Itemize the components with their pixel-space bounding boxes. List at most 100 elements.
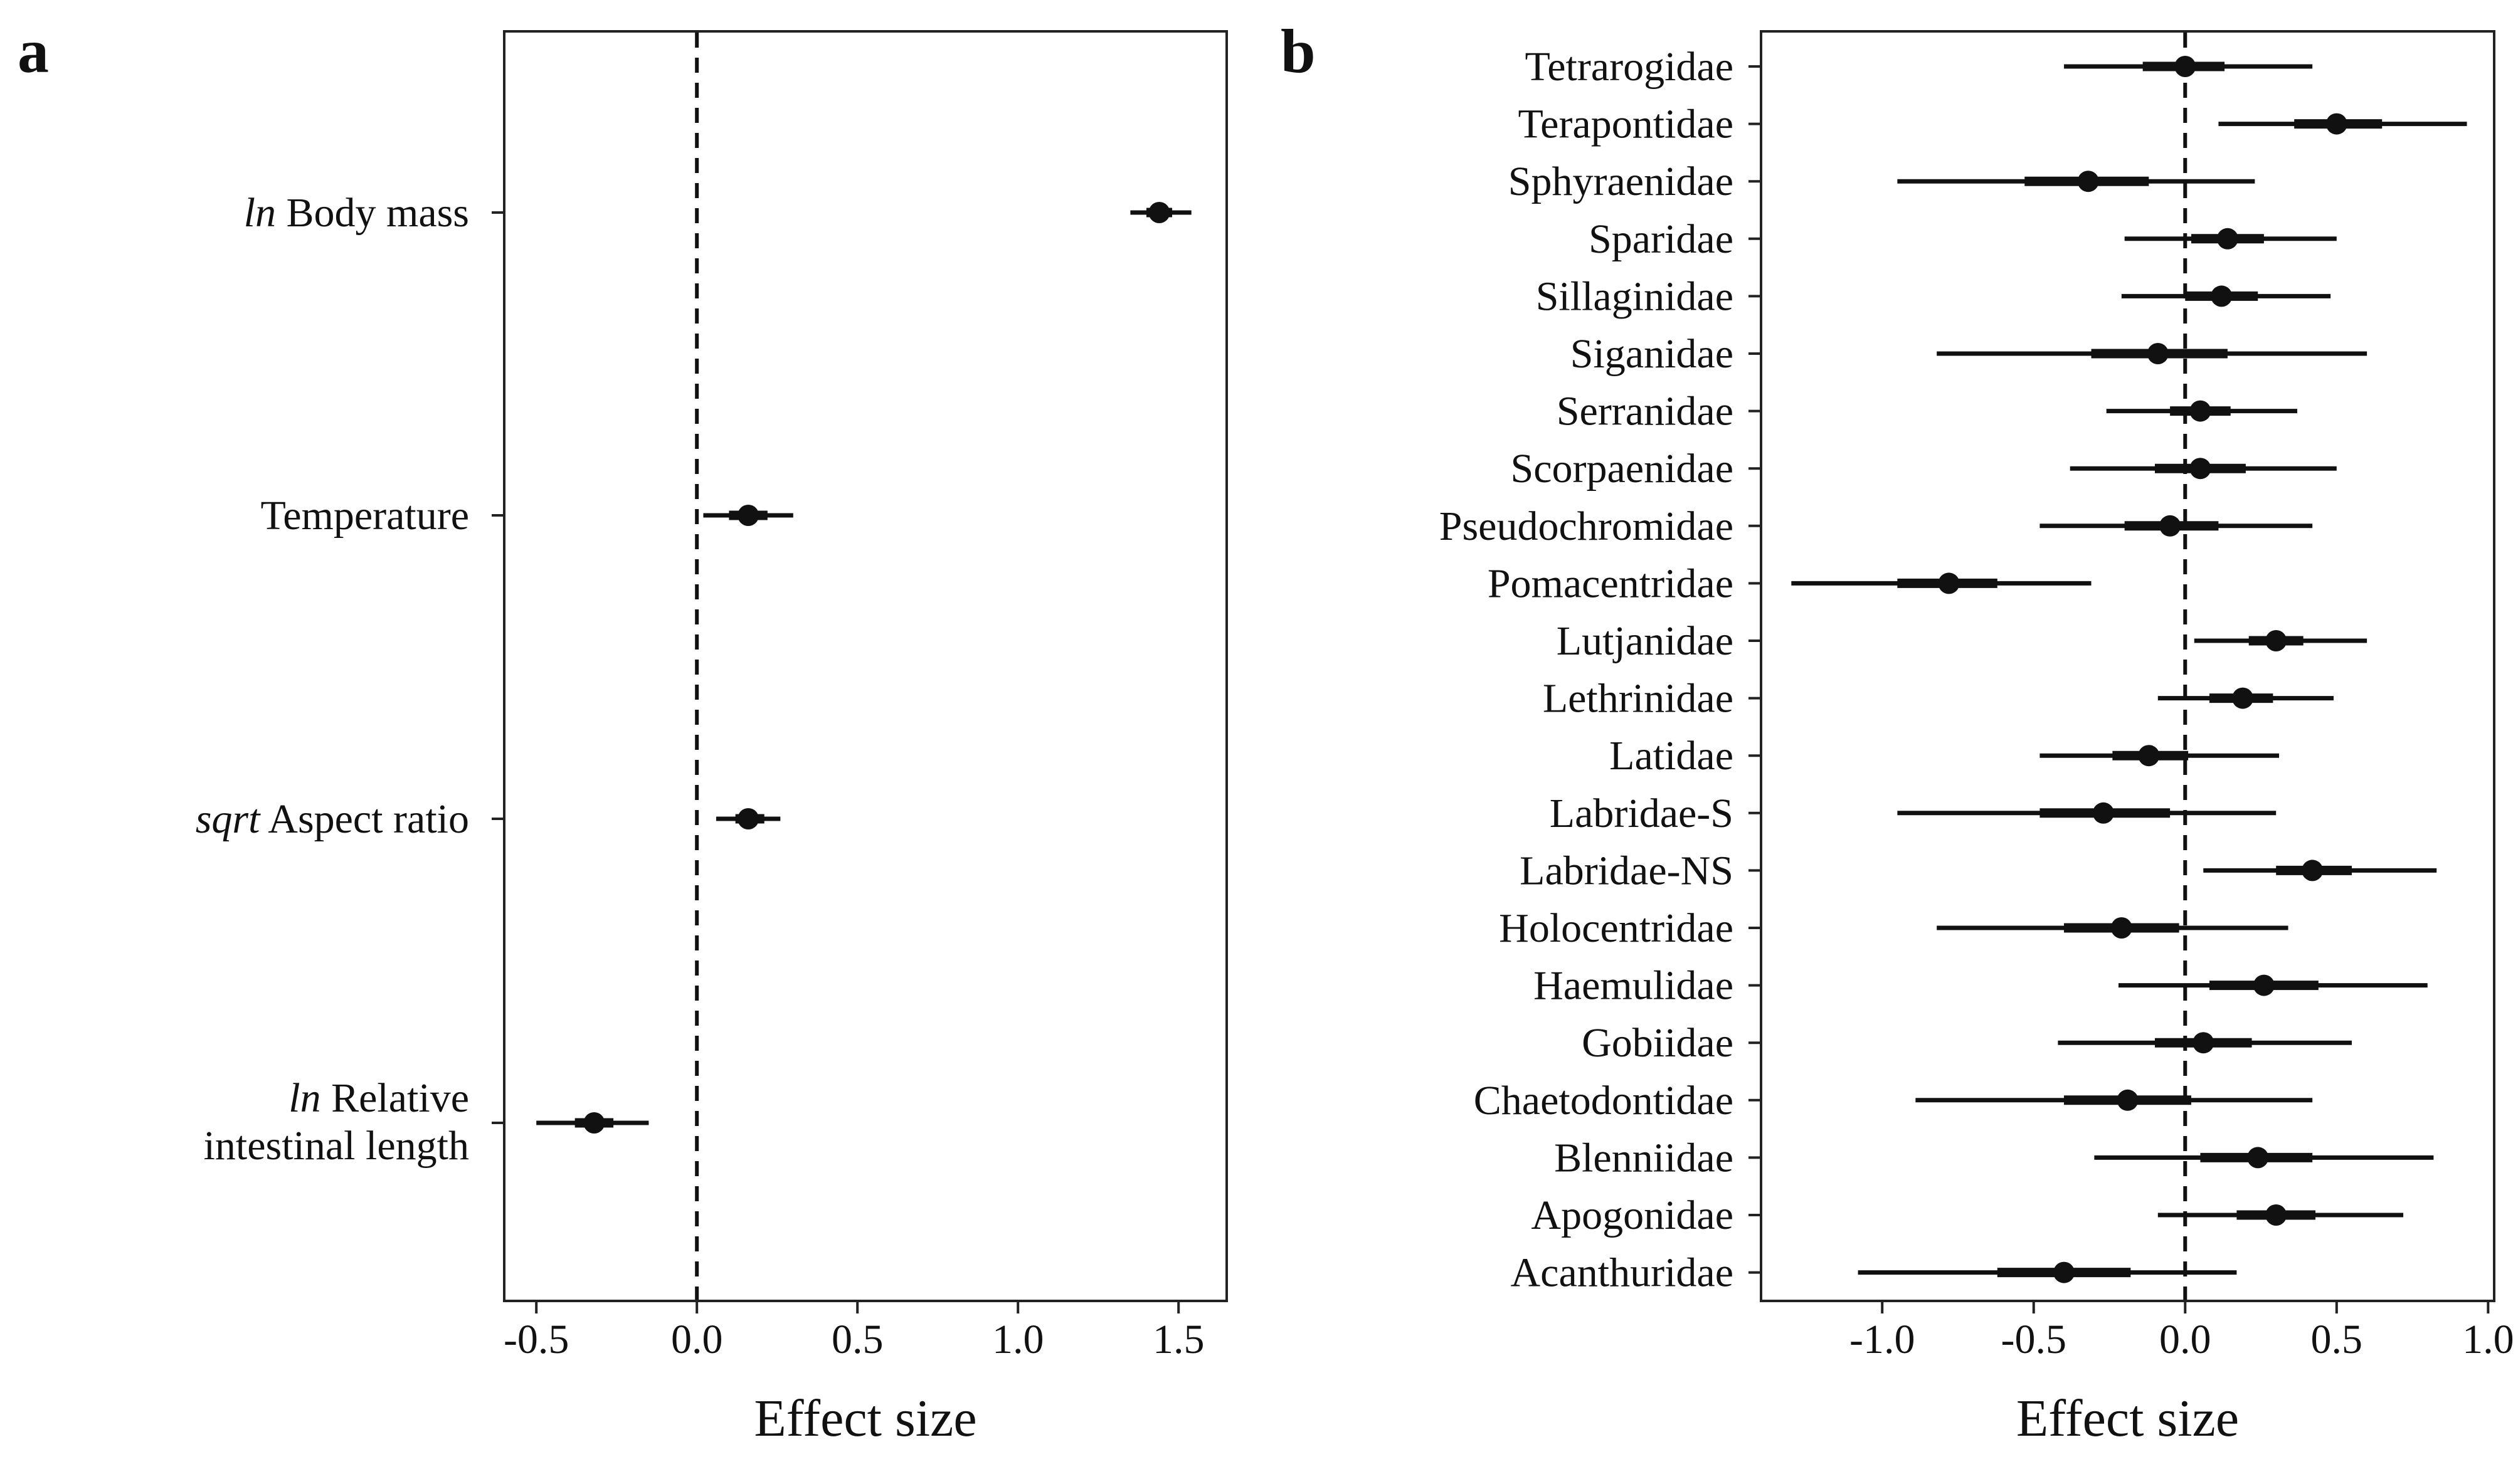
row-label-text: Blenniidae (1554, 1135, 1733, 1181)
row-label: Labridae-NS (1520, 848, 1733, 893)
x-tick-label: 0.5 (2311, 1317, 2363, 1362)
point-estimate (2193, 1032, 2214, 1054)
point-estimate (2117, 1089, 2139, 1111)
point-estimate (2138, 745, 2160, 767)
row-label: Blenniidae (1554, 1135, 1733, 1181)
row-label: Sphyraenidae (1508, 159, 1733, 204)
row-label-text: Apogonidae (1531, 1192, 1733, 1238)
row-label-transform: sqrt (196, 796, 261, 842)
row-label-text: Labridae-NS (1520, 848, 1733, 893)
row-label-text: Sillaginidae (1536, 273, 1733, 319)
point-estimate (583, 1112, 605, 1134)
point-estimate (2174, 56, 2196, 77)
row-label-text: Serranidae (1557, 389, 1733, 434)
row-label-text: Tetrarogidae (1525, 44, 1733, 90)
x-axis-title: Effect size (754, 1389, 976, 1448)
row-label-text: Acanthuridae (1511, 1250, 1734, 1296)
panel-b: b -1.0 -0.5 0.0 0.5 1.0 Effect size Tetrarogida… (1281, 16, 2514, 1448)
plot-frame (503, 30, 1228, 1302)
row-label: Holocentridae (1499, 905, 1733, 951)
row-label-text: Scorpaenidae (1511, 446, 1734, 492)
row-label-text: Latidae (1609, 733, 1733, 779)
point-estimate (2325, 113, 2347, 135)
point-estimate (738, 505, 759, 526)
panel-letter: a (18, 16, 49, 86)
row-label-text: Haemulidae (1533, 963, 1733, 1009)
point-estimate (2247, 1147, 2269, 1169)
row-label-text: Temperature (260, 493, 469, 539)
plot-frame (1760, 30, 2495, 1302)
row-label: Temperature (260, 493, 469, 539)
point-estimate (1938, 572, 1960, 594)
row-label-transform: ln (288, 1075, 320, 1121)
row-label: Labridae-S (1550, 791, 1733, 836)
row-label: Lethrinidae (1543, 676, 1733, 722)
row-label-text: Holocentridae (1499, 905, 1733, 951)
row-label: Sparidae (1589, 216, 1733, 262)
row-label: Terapontidae (1518, 102, 1733, 147)
row-label-text: Gobiidae (1582, 1020, 1733, 1066)
panel-letter: b (1281, 16, 1316, 86)
row-label-text: Sparidae (1589, 216, 1733, 262)
point-estimate (738, 808, 759, 829)
point-estimate (2147, 343, 2169, 364)
point-estimate (2253, 974, 2275, 996)
point-estimate (2216, 228, 2238, 250)
row-label: Pomacentridae (1488, 560, 1733, 606)
row-label-text: Aspect ratio (260, 796, 469, 842)
x-tick-label: -0.5 (2001, 1317, 2066, 1362)
row-label: Sillaginidae (1536, 273, 1733, 319)
x-tick-label: 0.0 (671, 1317, 723, 1362)
x-tick-label: 1.0 (992, 1317, 1044, 1362)
x-tick-label: 0.0 (2159, 1317, 2211, 1362)
point-estimate (2232, 687, 2254, 709)
x-tick-label: 1.0 (2462, 1317, 2514, 1362)
row-label: sqrt Aspect ratio (196, 796, 469, 842)
row-label-text: Pomacentridae (1488, 560, 1733, 606)
x-tick-label: -1.0 (1849, 1317, 1915, 1362)
panel-a: a -0.5 0.0 0.5 1.0 1.5 Effect size ln Body mass… (18, 16, 1228, 1448)
point-estimate (2189, 458, 2211, 480)
row-label: Lutjanidae (1557, 618, 1733, 664)
row-label: Gobiidae (1582, 1020, 1733, 1066)
row-label-text: Pseudochromidae (1439, 503, 1733, 549)
point-estimate (2189, 400, 2211, 422)
row-label-text: Terapontidae (1518, 102, 1733, 147)
point-estimate (1148, 202, 1170, 223)
x-axis-title: Effect size (2016, 1389, 2239, 1448)
row-label: ln Relative (288, 1075, 469, 1121)
row-label: Apogonidae (1531, 1192, 1733, 1238)
row-label: Tetrarogidae (1525, 44, 1733, 90)
row-label-transform: ln (244, 190, 276, 236)
row-label-text: Sphyraenidae (1508, 159, 1733, 204)
point-estimate (2211, 285, 2233, 307)
row-label-text: Relative (321, 1075, 469, 1121)
point-estimate (2159, 515, 2181, 537)
point-estimate (2265, 1204, 2287, 1226)
point-estimate (2265, 630, 2287, 651)
row-label-text: Lutjanidae (1557, 618, 1733, 664)
row-label: Acanthuridae (1511, 1250, 1734, 1296)
row-label: Haemulidae (1533, 963, 1733, 1009)
row-label-text: Lethrinidae (1543, 676, 1733, 722)
point-estimate (2110, 917, 2132, 939)
x-tick-label: 0.5 (832, 1317, 884, 1362)
row-label: Pseudochromidae (1439, 503, 1733, 549)
row-label: Chaetodontidae (1474, 1078, 1733, 1124)
row-label-text: Chaetodontidae (1474, 1078, 1733, 1124)
x-tick-label: -0.5 (504, 1317, 569, 1362)
row-label-text: Body mass (276, 190, 469, 236)
row-label-text: Labridae-S (1550, 791, 1733, 836)
row-label-line2: intestinal length (204, 1123, 469, 1169)
row-label: Scorpaenidae (1511, 446, 1734, 492)
point-estimate (2302, 860, 2324, 881)
row-label: Siganidae (1570, 331, 1733, 377)
row-label: ln Body mass (244, 190, 469, 236)
x-tick-label: 1.5 (1153, 1317, 1205, 1362)
row-label-text: Siganidae (1570, 331, 1733, 377)
point-estimate (2053, 1261, 2075, 1283)
point-estimate (2077, 171, 2099, 192)
point-estimate (2092, 802, 2114, 824)
